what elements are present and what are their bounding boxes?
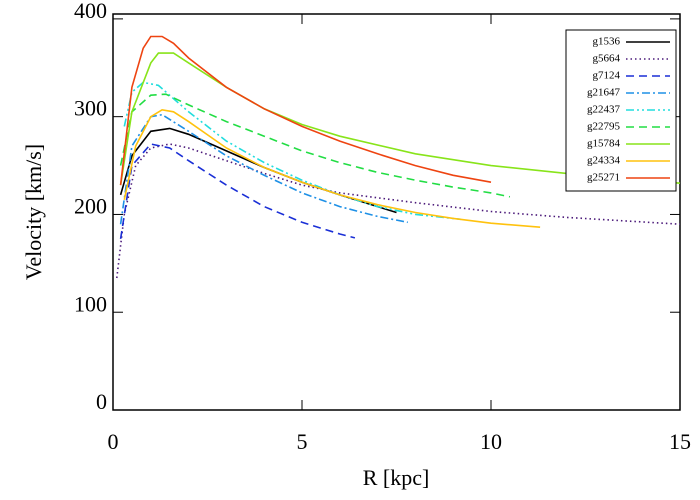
y-tick-label: 0 [96,389,107,414]
x-tick-label: 0 [108,429,119,454]
series-line [119,113,408,225]
legend-box [565,29,677,192]
series-line [116,143,681,279]
legend-label: g22795 [587,121,621,133]
legend-label: g21647 [587,87,621,99]
y-tick-label: 200 [74,193,107,218]
legend-label: g1536 [593,36,621,48]
x-tick-label: 10 [480,429,502,454]
y-axis-title: Velocity [km/s] [21,144,46,280]
legend-label: g24334 [587,155,621,167]
series-line [119,93,511,198]
y-tick-label: 100 [74,291,107,316]
legend: g1536 g5664 g7124 g21647 g22437 g22795 g15784 g… [565,29,677,192]
legend-label: g22437 [587,104,621,116]
series-line [119,35,492,186]
x-tick-label: 15 [669,429,691,454]
series-line [119,143,356,240]
legend-label: g25271 [587,172,620,184]
legend-label: g7124 [593,70,621,82]
y-tick-label: 300 [74,96,107,121]
x-axis-title: R [kpc] [363,465,430,490]
legend-label: g15784 [587,138,621,150]
x-tick-label: 5 [297,429,308,454]
legend-label: g5664 [593,53,621,65]
series-line [123,108,541,228]
y-tick-label: 400 [74,0,107,23]
plot-frame [112,13,681,411]
series-line [123,81,461,221]
